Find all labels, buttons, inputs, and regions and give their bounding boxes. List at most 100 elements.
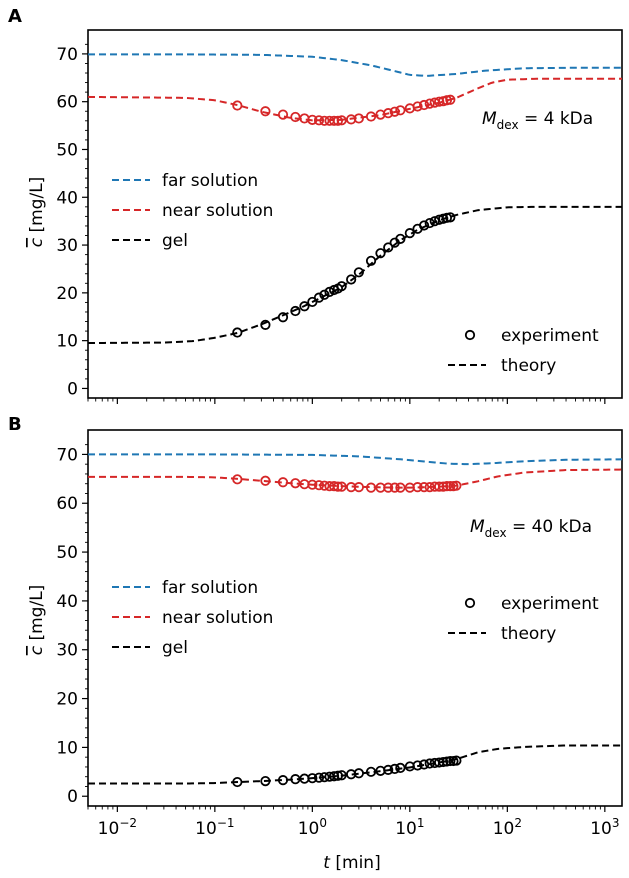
panel-a-ylabel-unit: [mg/L]	[27, 177, 47, 238]
panel-a-experiment-point-gel	[383, 242, 394, 253]
panel-a-experiment-point-near-solution	[332, 115, 344, 126]
x-tick-label: 10−1	[195, 816, 234, 839]
panel-a-experiment-point-near-solution	[445, 94, 456, 105]
legend-swatch-experiment	[464, 329, 476, 341]
panel-a-experiment-point-gel	[445, 212, 456, 223]
panel-a-experiment-point-near-solution	[232, 100, 243, 111]
panel-a-ylabel: c [mg/L]	[27, 177, 47, 248]
panel-a-experiment-point-near-solution	[319, 115, 330, 126]
panel-a-experiment-point-gel	[299, 301, 310, 312]
panel-a-experiment-point-gel	[424, 217, 435, 229]
panel-b-experiment-point-near-solution	[418, 482, 430, 493]
panel-b-annotation-main: M	[470, 517, 485, 537]
panel-a-experiment-point-gel	[418, 220, 430, 231]
panel-a-experiment-point-gel	[319, 289, 330, 300]
legend-label-far-solution: far solution	[162, 578, 258, 598]
panel-b-experiment-point-near-solution	[451, 480, 462, 491]
panel-a-experiment-point-near-solution	[353, 113, 364, 124]
panel-b-experiment-point-near-solution	[332, 481, 344, 492]
panel-b-experiment-point-gel	[445, 755, 456, 767]
panel-a-experiment-point-gel	[290, 305, 301, 317]
panel-b-experiment-point-gel	[365, 766, 377, 777]
panel-b-experiment-point-near-solution	[383, 482, 394, 493]
panel-b-letter: B	[8, 414, 22, 435]
panel-a-annotation-rest: = 4 kDa	[519, 109, 594, 129]
panel-a-experiment-point-gel	[353, 267, 364, 278]
panel-a-theory-far-solution	[88, 53, 622, 77]
x-axis-title: t [min]	[323, 853, 380, 873]
panel-a-experiment-point-near-solution	[336, 115, 347, 126]
x-tick-label: 101	[395, 816, 424, 839]
panel-a-experiment-point-gel	[375, 248, 386, 259]
legend-label-theory: theory	[501, 356, 556, 376]
panel-b-experiment-point-gel	[389, 763, 400, 774]
panel-b-experiment-point-gel	[336, 770, 347, 781]
legend-label-experiment: experiment	[501, 326, 599, 346]
panel-a-legend-type: experiment theory	[448, 326, 599, 376]
panel-b-theory-far-solution	[88, 453, 622, 466]
panel-a-experiment-point-near-solution	[383, 108, 394, 119]
x-tick-label: 100	[298, 816, 327, 839]
panel-a-ytick-label: 30	[56, 236, 78, 256]
panel-b-experiment-point-gel	[332, 770, 344, 781]
panel-b-plot-area: 0 10 20 30 40 50 60 70 10−2 10−1 100 101 102 103	[56, 429, 623, 839]
legend-label-near-solution: near solution	[162, 608, 273, 628]
panel-b-ylabel-symbol: c	[27, 645, 47, 655]
panel-a-annotation-main: M	[482, 109, 497, 129]
panel-b-experiment-point-gel	[319, 772, 330, 783]
panel-a-experiment-point-gel	[346, 274, 357, 285]
panel-b-ytick-label: 10	[56, 738, 78, 758]
legend-label-gel: gel	[162, 638, 188, 658]
panel-b-experiment-point-near-solution	[445, 481, 456, 492]
panel-a-plot-area: 0 10 20 30 40 50 60 70	[56, 29, 623, 404]
panel-a-ytick-label: 10	[56, 332, 78, 352]
panel-b-experiment-point-gel	[418, 759, 430, 770]
panel-b-experiment-point-gel	[412, 760, 423, 771]
panel-b-experiment-point-near-solution	[389, 482, 400, 493]
panel-b-legend-type: experiment theory	[448, 594, 599, 644]
legend-label-gel: gel	[162, 231, 188, 251]
panel-b-experiment-point-gel	[307, 773, 318, 784]
panel-a-experiment-point-gel	[260, 319, 271, 330]
panel-b-experiment-point-near-solution	[412, 482, 423, 493]
panel-b-ytick-label: 0	[67, 787, 78, 807]
legend-label-far-solution: far solution	[162, 171, 258, 191]
legend-swatch-experiment	[464, 597, 476, 609]
panel-b-experiment-point-near-solution	[232, 474, 243, 485]
panel-b-experiment-point-near-solution	[353, 482, 364, 493]
panel-a-experiment-point-gel	[404, 228, 415, 239]
panel-b-experiment-point-near-solution	[424, 482, 435, 493]
panel-a-experiment-point-gel	[365, 255, 377, 266]
panel-a-frame	[87, 29, 623, 399]
panel-a-experiment-point-near-solution	[418, 99, 430, 111]
x-tick-label: 10−2	[98, 816, 137, 839]
panel-a-experiment-point-near-solution	[260, 106, 271, 117]
panel-a-experiment-point-near-solution	[290, 111, 301, 123]
panel-b-experiment-point-near-solution	[395, 482, 406, 493]
panel-a-annotation: Mdex = 4 kDa	[482, 109, 593, 132]
panel-a-experiment-point-gel	[277, 312, 289, 323]
panel-b-experiment-point-gel	[395, 762, 406, 774]
x-axis-title-unit: [min]	[330, 853, 381, 873]
panel-b-experiment-point-gel	[383, 764, 394, 775]
panel-b-ytick-label: 70	[56, 445, 78, 465]
panel-a-experiment-point-gel	[336, 281, 347, 292]
svg-text:c [mg/L]: c [mg/L]	[27, 177, 47, 248]
panel-b-frame	[87, 429, 623, 807]
panel-b-experiment-point-near-solution	[336, 481, 347, 492]
panel-b-annotation: Mdex = 40 kDa	[470, 517, 592, 540]
panel-b-ytick-label: 30	[56, 641, 78, 661]
panel-b-annotation-sub: dex	[485, 526, 507, 540]
legend-label-near-solution: near solution	[162, 201, 273, 221]
panel-a-experiment-point-gel	[313, 292, 325, 303]
panel-a-experiment-point-near-solution	[277, 109, 289, 120]
panel-b-experiment-point-near-solution	[365, 482, 377, 493]
panel-b-experiment-point-gel	[313, 772, 325, 783]
legend-label-theory: theory	[501, 624, 556, 644]
panel-b-experiment-point-gel	[353, 768, 364, 779]
panel-a-experiment-point-near-solution	[389, 106, 400, 117]
panel-b-annotation-rest: = 40 kDa	[507, 517, 592, 537]
panel-b-experiment-point-gel	[232, 776, 243, 788]
panel-a-ytick-label: 60	[56, 93, 78, 113]
